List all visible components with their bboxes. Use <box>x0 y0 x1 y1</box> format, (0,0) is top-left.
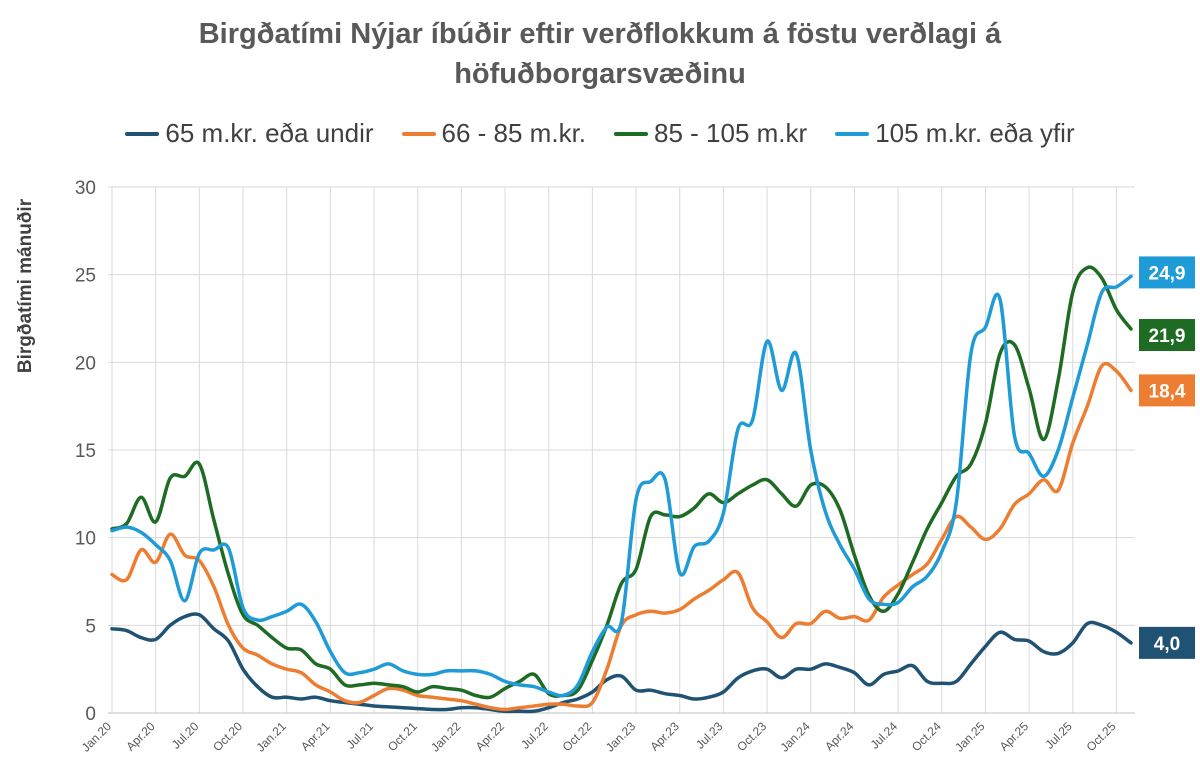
series-line-85-105 <box>110 265 1133 700</box>
x-tick-label-14: Jul.23 <box>693 719 726 752</box>
x-tick-label-11: Oct.22 <box>560 719 595 754</box>
x-tick-label-19: Oct.24 <box>909 719 944 754</box>
legend-label-85-105: 85 - 105 m.kr <box>654 118 808 148</box>
chart-title-line-1: Birgðatími Nýjar íbúðir eftir verðflokku… <box>198 18 1002 50</box>
x-tick-label-10: Jul.22 <box>518 719 551 752</box>
chart-title: Birgðatími Nýjar íbúðir eftir verðflokku… <box>0 14 1200 94</box>
legend-item-105-yfir: 105 m.kr. eða yfir <box>835 118 1075 149</box>
legend-label-66-85: 66 - 85 m.kr. <box>441 118 587 148</box>
end-label-105-yfir-box <box>1139 256 1195 289</box>
legend-item-65-undir: 65 m.kr. eða undir <box>125 118 374 149</box>
y-tick-label-2: 10 <box>75 529 96 550</box>
x-tick-label-13: Apr.23 <box>647 719 682 754</box>
x-tick-label-21: Apr.25 <box>997 719 1032 754</box>
y-tick-label-6: 30 <box>75 178 96 199</box>
legend-swatch-105-yfir <box>835 131 870 136</box>
chart-title-line-2: höfuðborgarsvæðinu <box>454 58 746 90</box>
series-line-105-yfir <box>110 274 1133 698</box>
end-label-65-undir-box <box>1139 626 1195 659</box>
x-tick-label-0: Jan.20 <box>79 719 115 755</box>
end-label-66-85-box <box>1139 374 1195 407</box>
x-tick-label-22: Jul.25 <box>1042 719 1075 752</box>
end-label-85-105: 21,9 <box>1149 326 1186 347</box>
legend-swatch-85-105 <box>614 131 649 136</box>
y-tick-label-4: 20 <box>75 353 96 374</box>
x-tick-label-2: Jul.20 <box>169 719 202 752</box>
end-label-65-undir: 4,0 <box>1154 634 1180 655</box>
x-tick-label-12: Jan.23 <box>603 719 639 755</box>
x-tick-label-18: Jul.24 <box>868 719 901 752</box>
x-tick-label-1: Apr.20 <box>123 719 158 754</box>
x-tick-label-23: Oct.25 <box>1084 719 1119 754</box>
series-line-65-undir <box>110 612 1133 714</box>
x-tick-label-17: Apr.24 <box>822 719 857 754</box>
x-tick-label-7: Oct.21 <box>385 719 420 754</box>
x-tick-label-9: Apr.22 <box>473 719 508 754</box>
x-tick-label-16: Jan.24 <box>777 719 813 755</box>
legend-item-66-85: 66 - 85 m.kr. <box>401 118 587 149</box>
y-tick-label-1: 5 <box>85 616 96 637</box>
x-tick-label-8: Jan.22 <box>428 719 464 755</box>
end-label-85-105-box <box>1139 319 1195 352</box>
legend-swatch-66-85 <box>401 131 436 136</box>
x-tick-label-3: Oct.20 <box>210 719 245 754</box>
end-label-105-yfir: 24,9 <box>1149 263 1186 284</box>
chart-legend: 65 m.kr. eða undir 66 - 85 m.kr. 85 - 10… <box>0 118 1200 149</box>
y-tick-label-5: 25 <box>75 266 96 287</box>
legend-swatch-65-undir <box>125 131 160 136</box>
x-tick-label-4: Jan.21 <box>253 719 289 755</box>
legend-label-65-undir: 65 m.kr. eða undir <box>165 118 374 148</box>
y-tick-label-3: 15 <box>75 441 96 462</box>
legend-item-85-105: 85 - 105 m.kr <box>614 118 807 149</box>
x-tick-label-6: Jul.21 <box>344 719 377 752</box>
x-tick-label-5: Apr.21 <box>298 719 333 754</box>
x-tick-label-15: Oct.23 <box>734 719 769 754</box>
legend-label-105-yfir: 105 m.kr. eða yfir <box>875 118 1075 148</box>
end-label-66-85: 18,4 <box>1149 381 1186 402</box>
y-tick-label-0: 0 <box>85 704 96 725</box>
x-tick-label-20: Jan.25 <box>952 719 988 755</box>
